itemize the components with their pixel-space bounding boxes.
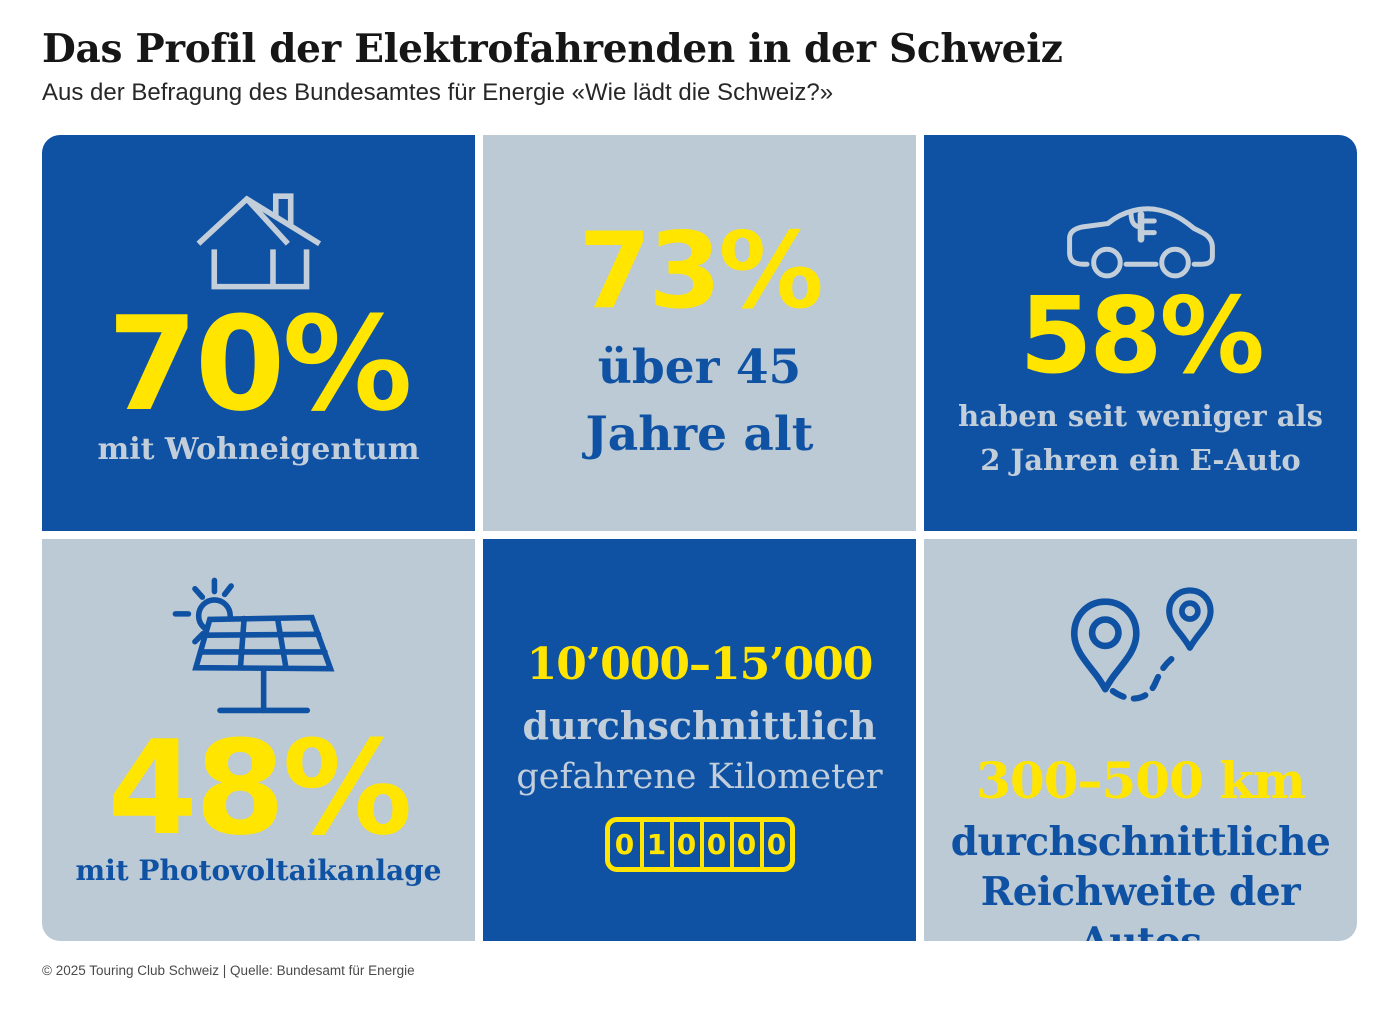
stat-label-kilometer-line2: gefahrene Kilometer <box>516 756 883 797</box>
stat-label-alter-line1: über 45 <box>597 340 802 396</box>
stat-label-eauto-line1: haben seit weniger als <box>958 399 1323 434</box>
odometer-digit: 1 <box>639 821 670 867</box>
stat-label-alter: über 45 Jahre alt <box>586 335 814 468</box>
stats-grid: 70% mit Wohneigentum 73% über 45 Jahre a… <box>42 134 1357 941</box>
odometer-digit: 0 <box>669 821 700 867</box>
odometer-icon: 0 1 0 0 0 0 <box>604 816 795 872</box>
stat-value-wohneigentum: 70% <box>107 287 412 440</box>
solar-panel-icon <box>166 573 352 729</box>
map-pins-icon <box>1047 579 1235 741</box>
stat-label-eauto-line2: 2 Jahren ein E-Auto <box>980 443 1301 478</box>
tile-alter: 73% über 45 Jahre alt <box>483 134 916 531</box>
page-title: Das Profil der Elektrofahrenden in der S… <box>42 26 1063 72</box>
stat-label-kilometer-line1: durchschnittlich <box>522 702 877 748</box>
stat-value-reichweite: 300–500 km <box>976 750 1306 810</box>
odometer-digit: 0 <box>729 821 760 867</box>
stat-value-kilometer: 10’000–15’000 <box>526 638 874 690</box>
odometer-digit: 0 <box>699 821 730 867</box>
stat-label-photovoltaik: mit Photovoltaikanlage <box>75 854 442 888</box>
odometer-digit: 0 <box>614 827 635 861</box>
house-icon <box>193 185 325 295</box>
tile-kilometer: 10’000–15’000 durchschnittlich gefahrene… <box>483 538 916 941</box>
stat-label-reichweite-line1: durchschnittliche <box>950 818 1331 865</box>
tile-eauto-besitz: 58% haben seit weniger als 2 Jahren ein … <box>924 134 1357 531</box>
tile-wohneigentum: 70% mit Wohneigentum <box>42 134 475 531</box>
car-plug-icon <box>1062 187 1220 280</box>
stat-value-eauto-besitz: 58% <box>1019 274 1264 397</box>
page-subtitle: Aus der Befragung des Bundesamtes für En… <box>42 78 834 106</box>
tile-photovoltaik: 48% mit Photovoltaikanlage <box>42 538 475 941</box>
tile-reichweite: 300–500 km durchschnittliche Reichweite … <box>924 538 1357 941</box>
stat-value-alter: 73% <box>578 209 823 332</box>
odometer-digit: 0 <box>759 821 790 867</box>
stat-value-photovoltaik: 48% <box>107 711 412 864</box>
footer-credit: © 2025 Touring Club Schweiz | Quelle: Bu… <box>42 962 415 978</box>
stat-label-alter-line2: Jahre alt <box>585 407 814 463</box>
stat-label-reichweite: durchschnittliche Reichweite der Autos <box>924 818 1357 941</box>
stat-label-eauto-besitz: haben seit weniger als 2 Jahren ein E-Au… <box>958 394 1323 482</box>
infographic: Das Profil der Elektrofahrenden in der S… <box>0 28 1400 978</box>
stat-label-wohneigentum: mit Wohneigentum <box>97 432 420 468</box>
stat-label-reichweite-line2: Reichweite der Autos <box>980 868 1301 941</box>
